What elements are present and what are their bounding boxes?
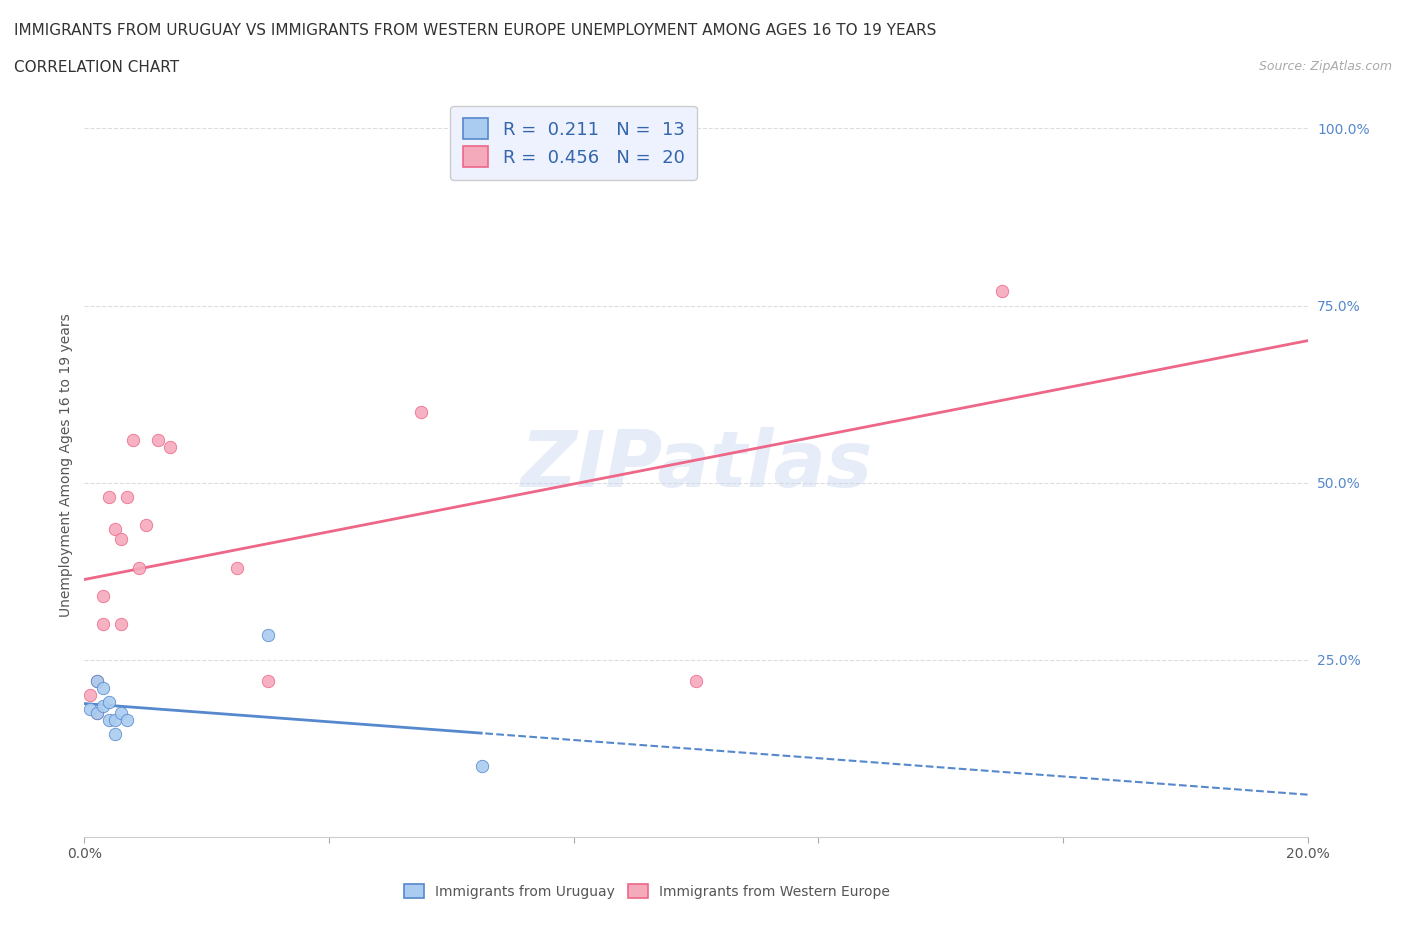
Point xyxy=(104,727,127,742)
Point xyxy=(135,518,157,533)
Point xyxy=(79,688,101,703)
Point xyxy=(86,673,108,688)
Text: ZIPatlas: ZIPatlas xyxy=(520,427,872,503)
Point xyxy=(122,432,145,447)
Point xyxy=(257,673,280,688)
Point xyxy=(91,681,114,696)
Point xyxy=(146,432,169,447)
Point xyxy=(97,489,120,504)
Point xyxy=(110,706,132,721)
Point xyxy=(226,560,249,575)
Point xyxy=(91,617,114,631)
Point xyxy=(91,589,114,604)
Point xyxy=(104,522,127,537)
Point xyxy=(97,695,120,710)
Point xyxy=(86,706,108,721)
Point xyxy=(110,532,132,547)
Point xyxy=(97,712,120,727)
Text: CORRELATION CHART: CORRELATION CHART xyxy=(14,60,179,75)
Point xyxy=(159,440,181,455)
Point xyxy=(104,712,127,727)
Point xyxy=(471,759,494,774)
Point xyxy=(79,702,101,717)
Point xyxy=(86,673,108,688)
Text: IMMIGRANTS FROM URUGUAY VS IMMIGRANTS FROM WESTERN EUROPE UNEMPLOYMENT AMONG AGE: IMMIGRANTS FROM URUGUAY VS IMMIGRANTS FR… xyxy=(14,23,936,38)
Point xyxy=(115,489,138,504)
Point xyxy=(991,284,1014,299)
Point xyxy=(128,560,150,575)
Point xyxy=(685,673,707,688)
Point xyxy=(257,628,280,643)
Point xyxy=(409,405,432,419)
Point xyxy=(110,617,132,631)
Y-axis label: Unemployment Among Ages 16 to 19 years: Unemployment Among Ages 16 to 19 years xyxy=(59,313,73,617)
Point xyxy=(115,712,138,727)
Legend: Immigrants from Uruguay, Immigrants from Western Europe: Immigrants from Uruguay, Immigrants from… xyxy=(399,879,896,905)
Point xyxy=(91,698,114,713)
Point xyxy=(86,706,108,721)
Text: Source: ZipAtlas.com: Source: ZipAtlas.com xyxy=(1258,60,1392,73)
